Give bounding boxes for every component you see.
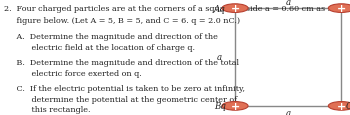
Text: electric field at the location of charge q.: electric field at the location of charge… <box>4 43 195 51</box>
Text: a: a <box>217 53 222 62</box>
Text: +: + <box>337 101 346 111</box>
Text: +: + <box>230 4 240 14</box>
Text: B.  Determine the magnitude and direction of the total: B. Determine the magnitude and direction… <box>4 59 238 67</box>
Text: 2.  Four charged particles are at the corners of a square of side a = 0.60 cm as: 2. Four charged particles are at the cor… <box>4 4 350 12</box>
Text: a: a <box>286 108 291 115</box>
Circle shape <box>328 102 350 110</box>
Text: A.  Determine the magnitude and direction of the: A. Determine the magnitude and direction… <box>4 33 217 41</box>
Text: Cq: Cq <box>345 102 350 110</box>
Text: C.  If the electric potential is taken to be zero at infinity,: C. If the electric potential is taken to… <box>4 84 245 92</box>
Text: q: q <box>349 5 350 13</box>
Text: a: a <box>286 0 291 7</box>
Text: +: + <box>337 4 346 14</box>
Text: electric force exerted on q.: electric force exerted on q. <box>4 69 141 77</box>
Text: Bq: Bq <box>214 102 225 110</box>
Text: determine the potential at the geometric center of: determine the potential at the geometric… <box>4 95 237 103</box>
Circle shape <box>222 5 248 13</box>
Text: Aq: Aq <box>214 5 225 13</box>
Text: +: + <box>230 101 240 111</box>
Circle shape <box>328 5 350 13</box>
Text: this rectangle.: this rectangle. <box>4 105 90 113</box>
Circle shape <box>222 102 248 110</box>
Text: figure below. (Let A = 5, B = 5, and C = 6. q = 2.0 nC.): figure below. (Let A = 5, B = 5, and C =… <box>4 16 240 24</box>
